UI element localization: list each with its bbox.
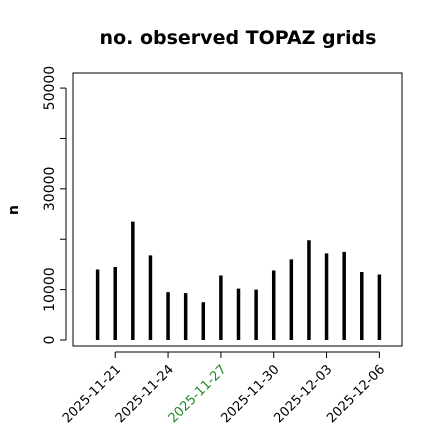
plot-box	[72, 72, 403, 347]
y-tick-label: 0	[42, 336, 58, 345]
bars	[95, 221, 382, 340]
y-tick-label: 30000	[42, 167, 58, 212]
y-axis: 0 10000 30000 50000	[42, 66, 67, 345]
y-tick-label: 50000	[42, 66, 58, 111]
y-axis-label: n	[6, 205, 22, 215]
y-tick-label: 10000	[42, 267, 58, 312]
chart-title: no. observed TOPAZ grids	[100, 27, 377, 49]
x-axis: 2025-11-212025-11-242025-11-272025-11-30…	[60, 351, 388, 426]
